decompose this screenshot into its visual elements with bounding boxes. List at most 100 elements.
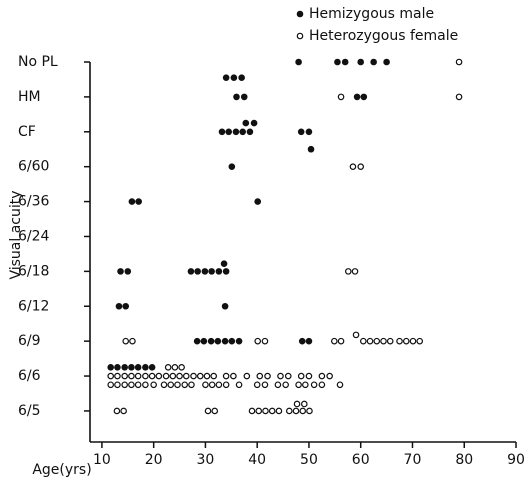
- x-tick-label: 70: [404, 452, 422, 468]
- point: [336, 381, 344, 389]
- x-tick-label: 10: [93, 452, 111, 468]
- point: [169, 372, 177, 380]
- point: [235, 381, 243, 389]
- point: [282, 381, 289, 389]
- point: [293, 400, 301, 408]
- point: [233, 93, 240, 101]
- point: [203, 372, 211, 380]
- point: [341, 58, 349, 66]
- point: [242, 119, 250, 127]
- point: [307, 145, 315, 153]
- point: [135, 198, 142, 205]
- point: [221, 337, 229, 345]
- point: [380, 337, 387, 345]
- point: [122, 337, 130, 345]
- point: [357, 58, 365, 66]
- point: [305, 128, 313, 136]
- point: [182, 372, 190, 380]
- point: [360, 93, 368, 101]
- x-tick-label: 60: [352, 452, 370, 468]
- legend-label: Hemizygous male: [309, 6, 434, 22]
- point: [264, 372, 271, 380]
- x-tick-label: 20: [145, 452, 163, 468]
- point: [167, 381, 175, 389]
- point: [128, 198, 136, 205]
- point: [114, 381, 121, 389]
- y-tick-label: 6/60: [18, 159, 49, 175]
- point: [129, 337, 136, 345]
- x-axis-label: Age(yrs): [32, 462, 91, 478]
- point: [243, 372, 251, 380]
- point: [239, 128, 246, 136]
- y-tick-label: 6/24: [18, 228, 50, 244]
- point: [255, 407, 263, 415]
- point: [196, 372, 204, 380]
- point: [188, 381, 195, 389]
- point: [386, 337, 394, 345]
- point: [349, 163, 357, 170]
- point: [250, 119, 258, 127]
- point: [331, 337, 338, 345]
- point: [297, 372, 305, 380]
- point: [261, 337, 269, 345]
- point: [318, 381, 326, 389]
- point: [107, 381, 115, 389]
- point: [114, 372, 121, 380]
- x-tick-label: 30: [197, 452, 215, 468]
- x-tick-label: 40: [248, 452, 266, 468]
- point: [221, 302, 229, 310]
- point: [455, 93, 463, 101]
- point: [211, 407, 219, 415]
- point: [274, 381, 282, 389]
- y-tick-label: 6/6: [18, 368, 41, 384]
- point: [117, 268, 124, 275]
- point: [222, 381, 230, 389]
- point: [396, 337, 403, 345]
- point: [160, 381, 168, 389]
- point: [115, 302, 123, 310]
- point: [121, 372, 128, 380]
- point: [232, 128, 240, 136]
- point: [181, 381, 189, 389]
- point: [277, 372, 284, 380]
- point: [171, 364, 179, 371]
- point: [190, 372, 197, 380]
- point: [360, 337, 367, 345]
- point: [218, 128, 226, 136]
- point: [253, 381, 261, 389]
- point: [148, 372, 156, 380]
- x-tick-label: 90: [507, 452, 525, 468]
- point: [238, 74, 245, 82]
- point: [295, 381, 302, 389]
- point: [300, 400, 308, 408]
- y-tick-label: HM: [18, 89, 41, 105]
- point: [228, 163, 236, 170]
- point: [248, 407, 256, 415]
- point: [207, 337, 215, 345]
- point: [370, 58, 377, 66]
- point: [121, 364, 128, 371]
- point: [202, 381, 209, 389]
- point: [337, 93, 345, 101]
- point: [204, 407, 212, 415]
- point: [150, 381, 157, 389]
- point: [222, 74, 230, 82]
- legend-marker: [296, 32, 304, 40]
- point: [215, 381, 223, 389]
- point: [134, 381, 142, 389]
- point: [455, 58, 463, 66]
- point: [187, 268, 195, 275]
- point: [121, 381, 128, 389]
- point: [326, 372, 333, 380]
- y-tick-label: 6/5: [18, 403, 41, 419]
- point: [120, 407, 127, 415]
- point: [210, 372, 218, 380]
- point: [114, 364, 121, 371]
- point: [128, 381, 135, 389]
- point: [162, 372, 170, 380]
- point: [215, 268, 223, 275]
- point: [230, 372, 237, 380]
- point: [254, 198, 262, 205]
- point: [305, 337, 313, 345]
- point: [107, 364, 115, 371]
